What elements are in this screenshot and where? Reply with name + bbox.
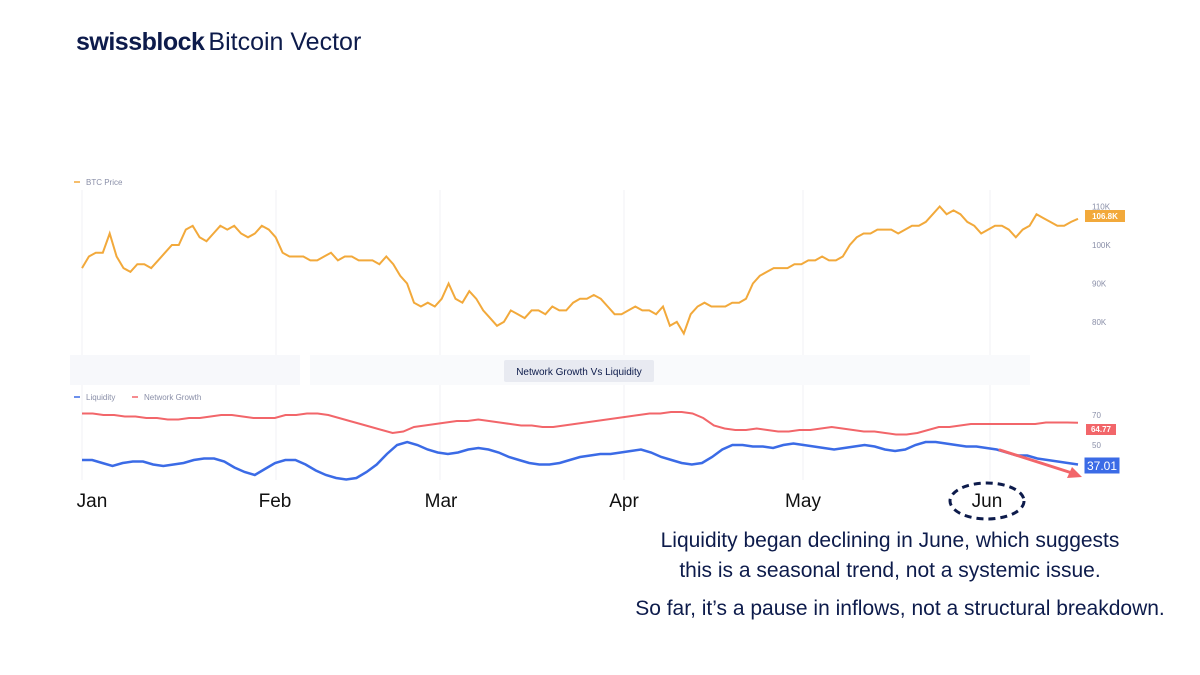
legend-network-label: Network Growth — [144, 393, 201, 402]
x-tick-apr: Apr — [609, 491, 639, 512]
legend-btc: BTC Price — [74, 178, 123, 187]
brand-logo: swissblock Bitcoin Vector — [76, 28, 361, 57]
legend-liquidity: Liquidity — [74, 393, 115, 402]
annotation-line-2: this is a seasonal trend, not a systemic… — [679, 559, 1101, 582]
jun-highlight-circle — [948, 481, 1026, 521]
y-tick-bottom: 70 — [1092, 411, 1101, 420]
panel-title: Network Growth Vs Liquidity — [516, 367, 642, 378]
x-tick-jun: Jun — [972, 491, 1003, 512]
y-tick-top: 110K — [1092, 203, 1111, 212]
annotation-text-block: Liquidity began declining in June, which… — [630, 526, 1150, 586]
liquidity-badge-text: 37.01 — [1087, 459, 1117, 473]
trend-arrow — [998, 448, 1082, 478]
y-ticks-top: 110K 100K 90K 80K — [1092, 203, 1111, 327]
y-tick-top: 90K — [1092, 280, 1107, 289]
x-axis-months: Jan Feb Mar Apr May Jun — [77, 491, 1003, 512]
brand-name-bold: swissblock — [76, 28, 205, 56]
network-growth-line — [82, 411, 1079, 436]
grid — [81, 190, 991, 480]
x-tick-mar: Mar — [425, 491, 458, 512]
brand-name-light: Bitcoin Vector — [208, 28, 362, 56]
y-tick-top: 100K — [1092, 241, 1111, 250]
legend-liquidity-label: Liquidity — [86, 393, 115, 402]
network-growth-badge: 64.77 — [1086, 424, 1116, 435]
x-tick-jan: Jan — [77, 491, 108, 512]
btc-badge-bg — [1085, 210, 1125, 222]
trend-arrow-shaft — [998, 448, 1074, 475]
liquidity-badge-bg — [1083, 456, 1121, 475]
y-ticks-bottom: 70 50 — [1092, 411, 1101, 450]
network-badge-text: 64.77 — [1091, 425, 1112, 434]
btc-badge-text: 106.8K — [1092, 212, 1118, 221]
y-tick-bottom: 50 — [1092, 441, 1101, 450]
network-badge-bg — [1086, 424, 1116, 435]
legend-network-growth: Network Growth — [132, 393, 201, 402]
y-tick-top: 80K — [1092, 318, 1107, 327]
panel-title-box — [504, 360, 654, 382]
separator-band-right — [310, 355, 1030, 385]
liquidity-line — [82, 440, 1079, 481]
separator-band-left — [70, 355, 300, 385]
x-tick-feb: Feb — [259, 491, 292, 512]
x-tick-may: May — [785, 491, 821, 512]
annotation-line-3: So far, it’s a pause in inflows, not a s… — [635, 597, 1165, 620]
btc-price-line — [81, 205, 1079, 336]
liquidity-badge: 37.01 — [1083, 456, 1121, 475]
legend-btc-label: BTC Price — [86, 178, 123, 187]
btc-last-value-badge: 106.8K — [1085, 210, 1125, 222]
annotation-line-1: Liquidity began declining in June, which… — [660, 529, 1120, 552]
trend-arrow-head — [1067, 467, 1082, 478]
